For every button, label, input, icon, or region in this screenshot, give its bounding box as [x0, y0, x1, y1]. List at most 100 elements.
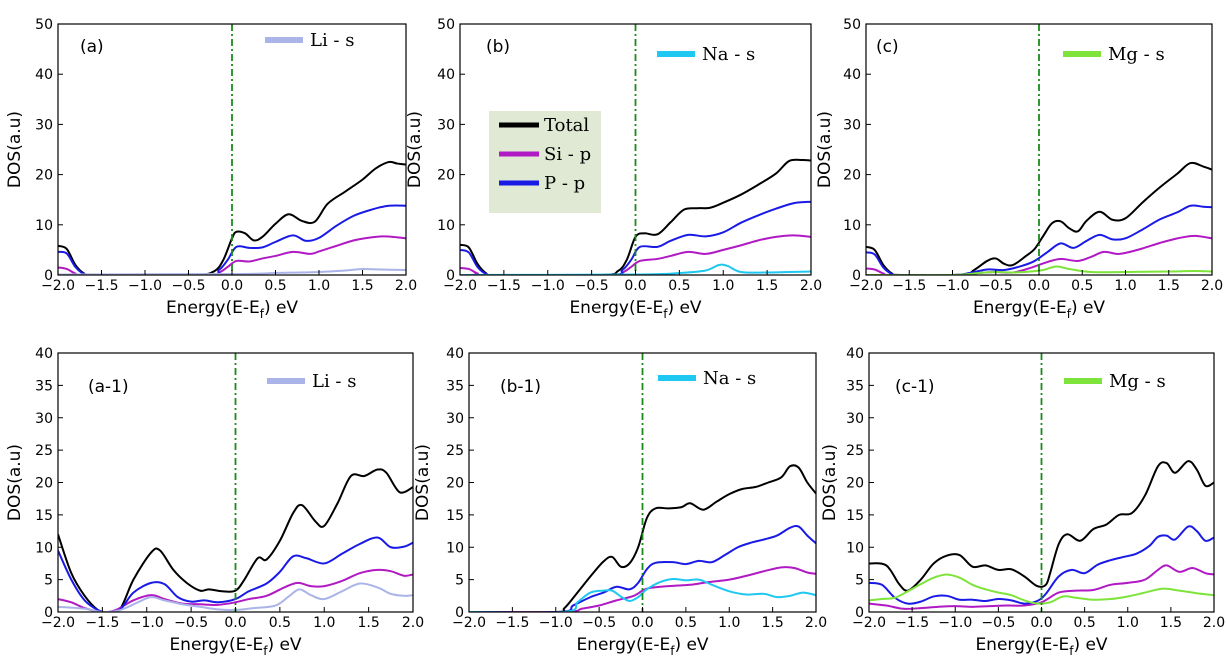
- y-tick-label: 25: [35, 443, 53, 459]
- x-tick-label: 1.5: [1158, 278, 1180, 294]
- y-tick-label: 0: [446, 268, 455, 284]
- x-axis-label: Energy(E-Ef) eV: [169, 635, 301, 658]
- y-tick-label: 30: [437, 117, 455, 133]
- x-axis-label-subscript: f: [663, 307, 668, 321]
- panel-b-1: −2.0 −1.5 −1.0 −0.5 0.0 0.5 1.0 1.5 2.0 0 5 10 15 20 2…: [413, 346, 827, 658]
- x-tick-label: −2.0: [41, 615, 75, 631]
- x-tick-label: −1.0: [130, 615, 164, 631]
- panel-a: −2.0 −1.5 −1.0 −0.5 0.0 0.5 1.0 1.5 2.0 0 10 20 30 40…: [5, 17, 417, 321]
- x-tick-label: 0.0: [1028, 278, 1050, 294]
- x-tick-label: −1.5: [487, 278, 521, 294]
- y-tick-label: 20: [35, 168, 53, 184]
- x-tick-label: 1.0: [712, 278, 734, 294]
- y-tick-label: 10: [437, 218, 455, 234]
- panel-c-1: −2.0 −1.5 −1.0 −0.5 0.0 0.5 1.0 1.5 2.0 0 5 10 15 20 2…: [820, 346, 1225, 658]
- x-tick-label: −1.5: [495, 615, 529, 631]
- x-tick-label: −2.0: [452, 615, 486, 631]
- x-tick-label: −0.5: [582, 615, 616, 631]
- x-tick-label: 1.5: [357, 615, 379, 631]
- x-tick-label: −2.0: [849, 278, 883, 294]
- x-tick-label: 0.5: [1071, 278, 1093, 294]
- y-tick-label: 20: [437, 168, 455, 184]
- x-axis-label-subscript: f: [263, 644, 268, 658]
- x-tick-label: −1.5: [85, 615, 119, 631]
- x-tick-label: 0.0: [631, 615, 653, 631]
- y-tick-label: 0: [855, 605, 864, 621]
- x-tick-label: −0.5: [172, 278, 206, 294]
- x-axis-label-unit: ) eV: [264, 298, 298, 318]
- x-tick-label: 0.5: [264, 278, 286, 294]
- x-tick-label: −2.0: [41, 278, 75, 294]
- legend-label: Mg - s: [1109, 371, 1166, 392]
- panel-label: (c): [876, 37, 899, 57]
- x-tick-label: 1.0: [718, 615, 740, 631]
- series-line-si-p: [469, 566, 816, 612]
- legend-label: Si - p: [544, 144, 591, 165]
- x-tick-label: −0.5: [979, 278, 1013, 294]
- x-axis-label-subscript: f: [260, 307, 265, 321]
- x-tick-label: 1.5: [351, 278, 373, 294]
- y-tick-label: 50: [843, 17, 861, 33]
- y-tick-label: 0: [455, 605, 464, 621]
- y-tick-label: 30: [843, 117, 861, 133]
- x-tick-label: 0.5: [668, 278, 690, 294]
- y-tick-label: 5: [455, 573, 464, 589]
- y-tick-label: 0: [852, 268, 861, 284]
- x-tick-label: 1.0: [1114, 278, 1136, 294]
- x-tick-label: 0.0: [224, 615, 246, 631]
- series-line-si-p: [866, 234, 1212, 275]
- x-tick-label: −1.0: [128, 278, 162, 294]
- x-tick-label: −0.5: [575, 278, 609, 294]
- panel-label: (a-1): [88, 377, 129, 397]
- legend-label: Total: [544, 115, 589, 136]
- x-tick-label: −1.0: [539, 615, 573, 631]
- x-axis-label: Energy(E-Ef) eV: [973, 298, 1105, 321]
- x-tick-label: 1.5: [1160, 615, 1182, 631]
- y-tick-label: 15: [35, 508, 53, 524]
- legend-label: Na - s: [703, 368, 756, 389]
- y-tick-label: 35: [846, 378, 864, 394]
- legend-box: [489, 111, 601, 213]
- series-line-total: [866, 161, 1212, 275]
- x-tick-label: 1.0: [1117, 615, 1139, 631]
- y-axis-label: DOS(a.u): [815, 111, 835, 188]
- x-axis-label-unit: ) eV: [1073, 635, 1107, 655]
- x-axis-label: Energy(E-Ef) eV: [569, 298, 701, 321]
- y-tick-label: 25: [446, 443, 464, 459]
- legend-label: P - p: [544, 173, 585, 194]
- y-tick-label: 10: [35, 540, 53, 556]
- x-axis-label-main: Energy(E-E: [973, 298, 1067, 318]
- x-tick-label: 0.0: [221, 278, 243, 294]
- series-line-li-s: [58, 267, 406, 275]
- x-tick-label: −1.0: [938, 615, 972, 631]
- y-tick-label: 0: [44, 605, 53, 621]
- y-tick-label: 40: [437, 67, 455, 83]
- y-tick-label: 30: [846, 411, 864, 427]
- panel-b: −2.0 −1.5 −1.0 −0.5 0.0 0.5 1.0 1.5 2.0 0 10 20 30 40…: [405, 17, 822, 321]
- y-tick-label: 15: [846, 508, 864, 524]
- x-tick-label: −1.5: [85, 278, 119, 294]
- x-axis-label-main: Energy(E-E: [975, 635, 1069, 655]
- y-tick-label: 50: [35, 17, 53, 33]
- x-tick-label: 2.0: [805, 615, 827, 631]
- x-axis-label-subscript: f: [670, 644, 675, 658]
- series-line-p-p: [469, 524, 816, 612]
- x-tick-label: −1.5: [895, 615, 929, 631]
- series-line-total: [469, 464, 816, 612]
- x-axis-label: Energy(E-Ef) eV: [576, 635, 708, 658]
- x-tick-label: −0.5: [981, 615, 1015, 631]
- x-axis-label: Energy(E-Ef) eV: [975, 635, 1107, 658]
- x-tick-label: 1.0: [308, 278, 330, 294]
- series-line-mg-s: [866, 265, 1212, 275]
- x-axis-label-unit: ) eV: [674, 635, 708, 655]
- y-tick-label: 15: [446, 508, 464, 524]
- y-tick-label: 20: [35, 476, 53, 492]
- x-tick-label: 2.0: [395, 278, 417, 294]
- panel-a-1: −2.0 −1.5 −1.0 −0.5 0.0 0.5 1.0 1.5 2.0 0 5 10 15 20 2…: [5, 346, 424, 658]
- y-tick-label: 10: [35, 218, 53, 234]
- x-tick-label: −1.0: [936, 278, 970, 294]
- y-axis-label: DOS(a.u): [5, 444, 25, 521]
- y-tick-label: 40: [843, 67, 861, 83]
- y-tick-label: 35: [35, 378, 53, 394]
